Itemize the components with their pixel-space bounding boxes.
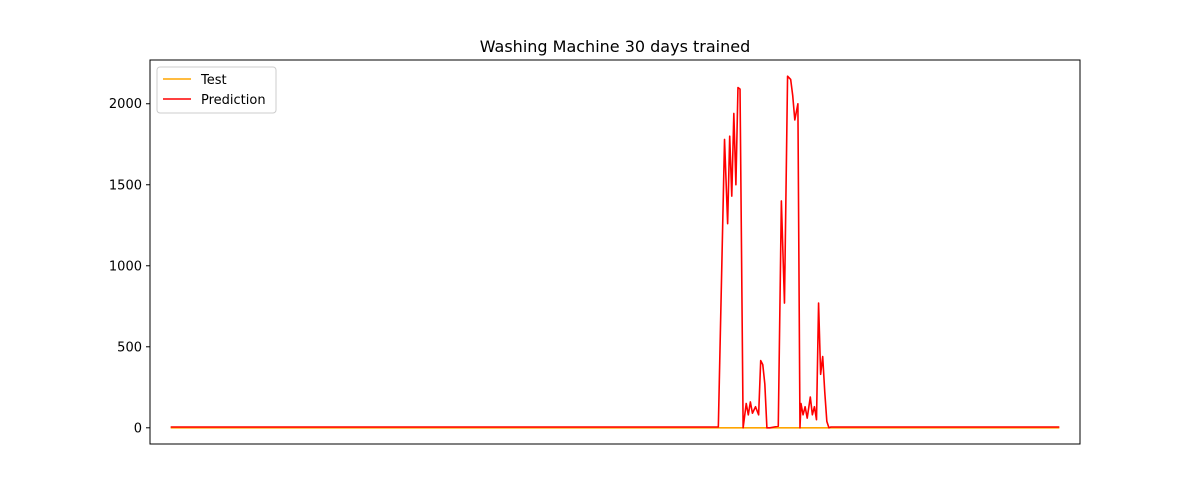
legend-label-prediction: Prediction <box>201 93 266 108</box>
y-tick-label: 1500 <box>109 178 142 193</box>
chart-title: Washing Machine 30 days trained <box>480 37 751 56</box>
series-line-prediction <box>170 75 1060 429</box>
series-layer <box>170 75 1060 429</box>
legend-label-test: Test <box>200 73 227 88</box>
y-axis: 0 500 1000 1500 2000 <box>109 97 150 436</box>
plot-area-frame <box>149 59 1081 445</box>
y-tick-label: 2000 <box>109 97 142 112</box>
y-tick-label: 1000 <box>109 259 142 274</box>
y-tick-label: 0 <box>134 421 142 436</box>
y-tick-label: 500 <box>117 340 142 355</box>
legend: Test Prediction <box>156 66 277 114</box>
